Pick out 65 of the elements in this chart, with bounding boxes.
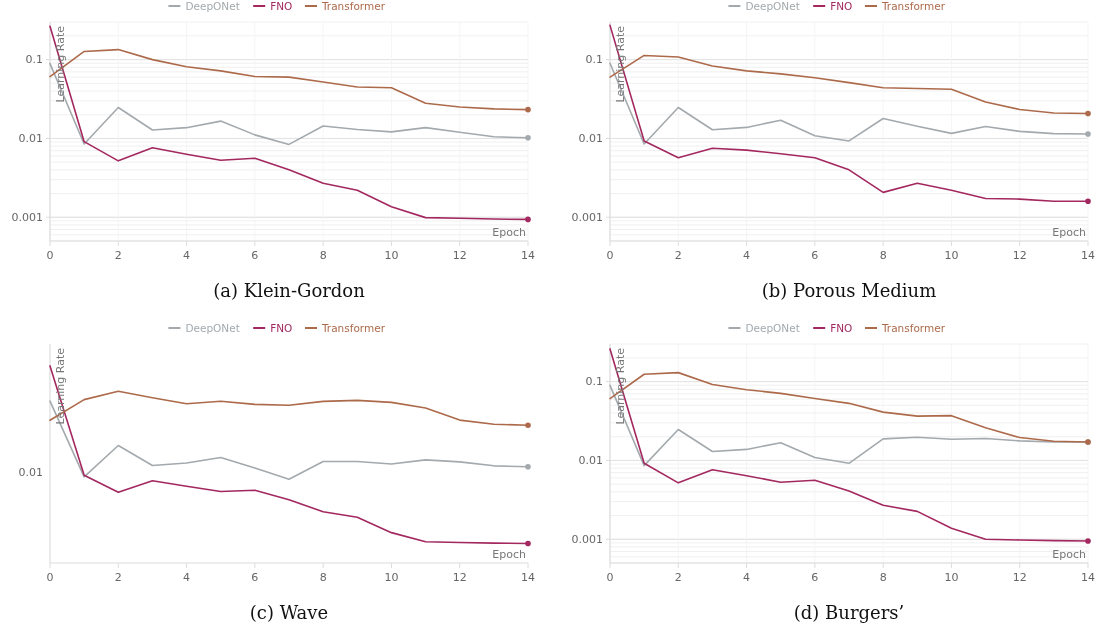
y-tick-label: 0.001 — [571, 533, 603, 547]
y-tick-label: 0.1 — [585, 53, 603, 67]
x-tick-label: 8 — [319, 571, 327, 584]
x-tick-label: 2 — [674, 249, 682, 262]
legend-label: DeepONet — [745, 0, 800, 12]
y-tick-label: 0.01 — [18, 132, 43, 146]
y-tick-label: 0.01 — [578, 132, 603, 146]
text: (c) Wave — [249, 602, 329, 623]
legend-label: DeepONet — [745, 321, 800, 334]
y-tick-label: 0.1 — [25, 53, 43, 67]
x-tick-label: 0 — [46, 571, 54, 584]
x-tick-label: 12 — [452, 249, 467, 262]
y-tick-label: 0.001 — [11, 211, 43, 225]
x-tick-label: 10 — [944, 571, 959, 584]
x-tick-label: 10 — [384, 571, 399, 584]
y-tick-label: 0.01 — [578, 454, 603, 468]
x-tick-label: 0 — [606, 571, 614, 584]
x-axis-title: Epoch — [1052, 226, 1087, 239]
x-tick-label: 10 — [944, 249, 959, 262]
legend-label: FNO — [830, 321, 853, 334]
legend-label: DeepONet — [185, 321, 240, 334]
text: (d) Burgers’ — [793, 602, 905, 623]
y-tick-label: 0.1 — [585, 375, 603, 389]
y-axis-title: Learning Rate — [54, 25, 67, 103]
x-tick-label: 6 — [251, 571, 259, 584]
x-tick-label: 4 — [743, 249, 751, 262]
x-tick-label: 14 — [521, 249, 535, 262]
x-tick-label: 8 — [319, 249, 327, 262]
x-tick-label: 6 — [251, 249, 259, 262]
x-axis-title: Epoch — [1052, 548, 1087, 561]
x-tick-label: 14 — [1081, 571, 1095, 584]
legend-label: Transformer — [321, 0, 386, 12]
x-axis-title: Epoch — [492, 548, 527, 561]
x-tick-label: 2 — [114, 571, 122, 584]
x-tick-label: 2 — [114, 249, 122, 262]
legend-label: FNO — [270, 321, 293, 334]
legend-label: DeepONet — [185, 0, 240, 12]
x-tick-label: 6 — [811, 571, 819, 584]
legend-label: FNO — [830, 0, 853, 12]
x-tick-label: 4 — [743, 571, 751, 584]
legend-label: FNO — [270, 0, 293, 12]
x-tick-label: 2 — [674, 571, 682, 584]
x-tick-label: 12 — [452, 571, 467, 584]
x-tick-label: 12 — [1012, 249, 1027, 262]
y-tick-label: 0.001 — [571, 211, 603, 225]
y-axis-title: Learning Rate — [614, 25, 627, 103]
x-tick-label: 8 — [879, 249, 887, 262]
x-tick-label: 12 — [1012, 571, 1027, 584]
legend-label: Transformer — [321, 321, 386, 334]
text: (a) Klein-Gordon — [213, 280, 366, 301]
x-tick-label: 4 — [183, 249, 191, 262]
text: (b) Porous Medium — [761, 280, 937, 301]
x-tick-label: 8 — [879, 571, 887, 584]
y-axis-title: Learning Rate — [614, 347, 627, 425]
legend-label: Transformer — [881, 0, 946, 12]
x-tick-label: 0 — [46, 249, 54, 262]
x-tick-label: 6 — [811, 249, 819, 262]
legend-label: Transformer — [881, 321, 946, 334]
x-tick-label: 4 — [183, 571, 191, 584]
y-axis-title: Learning Rate — [54, 347, 67, 425]
x-tick-label: 14 — [521, 571, 535, 584]
x-tick-label: 14 — [1081, 249, 1095, 262]
x-tick-label: 10 — [384, 249, 399, 262]
x-axis-title: Epoch — [492, 226, 527, 239]
x-tick-label: 0 — [606, 249, 614, 262]
